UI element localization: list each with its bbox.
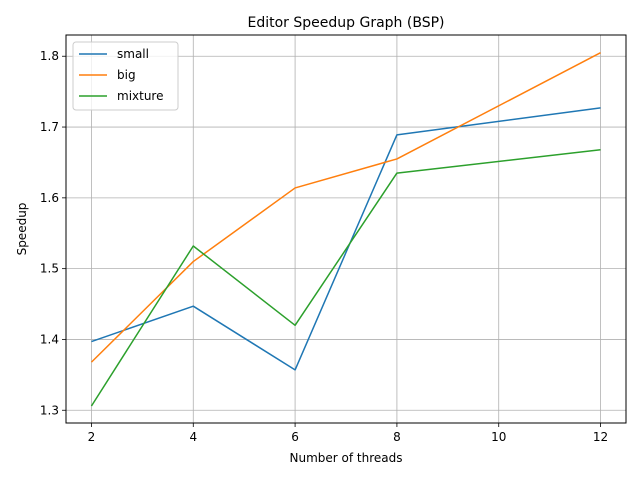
legend-box: [72, 41, 179, 111]
legend-label-mixture: mixture: [117, 89, 164, 103]
y-tick-label: 1.6: [40, 191, 59, 205]
legend-label-big: big: [117, 68, 136, 82]
plot-frame: [65, 34, 627, 424]
x-tick-label: 12: [593, 430, 608, 444]
x-tick-label: 8: [393, 430, 401, 444]
series-lines: [90, 52, 601, 407]
x-tick-label: 10: [491, 430, 506, 444]
y-tick-label: 1.5: [40, 262, 59, 276]
legend-label-small: small: [117, 47, 149, 61]
x-tick-label: 6: [291, 430, 299, 444]
x-axis-label: Number of threads: [290, 451, 403, 465]
legend: small big mixture: [72, 41, 179, 111]
y-axis-label: Speedup: [15, 203, 29, 256]
chart-title: Editor Speedup Graph (BSP): [248, 15, 445, 31]
y-tick-label: 1.8: [40, 49, 59, 63]
y-tick-label: 1.4: [40, 332, 59, 346]
grid-lines: [66, 35, 626, 423]
y-tick-label: 1.7: [40, 120, 59, 134]
series-line-small: [91, 107, 601, 371]
series-line-mixture: [90, 148, 601, 407]
series-line-big: [90, 52, 601, 363]
x-tick-label: 2: [88, 430, 96, 444]
y-tick-label: 1.3: [40, 403, 59, 417]
x-tick-label: 4: [189, 430, 197, 444]
axis-ticks: 2 4 6 8 10 12 1.3 1.4 1.5 1.6 1.7 1.8: [40, 49, 608, 444]
